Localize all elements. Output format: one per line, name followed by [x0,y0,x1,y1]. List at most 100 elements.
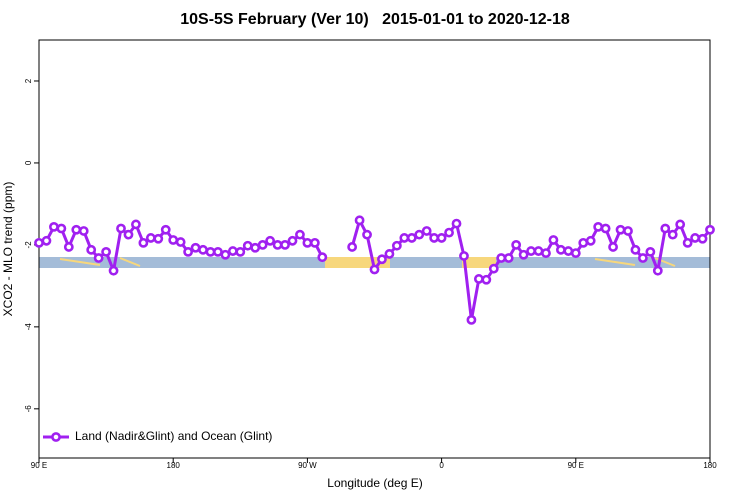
data-point [459,251,469,261]
data-point [503,253,514,263]
data-point [116,223,126,234]
data-point [421,226,432,236]
y-tick-label: -2 [24,241,33,249]
data-point [511,240,522,250]
data-point [600,223,611,234]
data-point [235,246,246,257]
data-point [645,246,656,257]
y-tick-label: 0 [24,160,33,165]
data-point [429,233,440,243]
data-point [384,249,395,259]
y-tick-label: -6 [24,405,33,413]
data-point [391,240,402,251]
data-point [287,235,298,246]
data-point [377,254,387,265]
data-point [250,242,261,253]
data-point [705,224,715,235]
data-point [265,235,276,246]
data-point [227,246,238,256]
data-point [354,215,365,226]
data-point [362,229,372,240]
data-point [518,249,529,260]
data-point [153,233,164,244]
data-point [690,233,700,243]
legend-label: Land (Nadir&Glint) and Ocean (Glint) [75,429,272,443]
data-point [56,223,67,234]
y-tick-label: -4 [24,323,33,331]
data-point [242,240,253,251]
y-tick-label: 2 [24,78,33,83]
data-point [63,242,74,252]
data-point [347,242,358,252]
data-point [108,265,119,276]
data-point [123,229,134,240]
data-point [488,263,499,274]
data-point [138,237,149,248]
data-point [466,314,477,325]
data-point [257,240,268,250]
data-point [526,246,536,256]
data-point [160,224,171,235]
data-point [295,229,305,240]
data-point [570,248,581,258]
data-point [86,244,97,255]
x-tick-label: 90 E [31,461,47,470]
data-point [667,229,678,240]
data-point [578,237,589,248]
data-point [630,244,641,255]
data-point [652,265,663,276]
x-tick-label: 90 W [298,461,317,470]
chart-title: 10S-5S February (Ver 10) 2015-01-01 to 2… [180,11,570,28]
data-point [436,233,447,243]
data-point [608,242,618,252]
data-point [496,253,507,263]
data-point [145,233,156,243]
data-point [444,227,454,238]
data-point [205,246,216,257]
data-point [414,229,425,240]
data-point [675,219,686,230]
x-tick-label: 0 [439,461,444,470]
data-point [615,224,626,235]
plot-frame [38,39,711,459]
data-point [369,264,380,275]
x-axis-label: Longitude (deg E) [327,476,422,490]
data-point [168,235,179,245]
data-point [473,274,484,284]
data-point [34,237,44,248]
data-point [302,237,313,248]
data-point [220,249,231,260]
data-point [49,221,59,232]
data-point [190,242,201,253]
data-point [481,274,492,285]
data-point [71,224,82,235]
data-point [533,246,544,256]
land-outline [59,257,676,267]
data-point [563,246,574,256]
data-point [682,237,693,248]
land-band [325,257,390,268]
data-point [280,240,290,250]
data-point [175,237,186,247]
data-point [309,237,320,248]
data-point [78,226,89,236]
data-point [213,246,223,257]
data-point [399,233,410,243]
x-tick-label: 90 E [568,461,584,470]
data-point [41,235,52,246]
data-point [660,223,671,234]
data-point [451,218,462,229]
data-point [697,233,708,244]
data-point [93,253,104,263]
data-point [638,253,648,263]
data-point [317,252,328,263]
x-tick-label: 180 [703,461,717,470]
legend-marker [51,432,61,442]
data-point [555,244,566,255]
data-point [548,235,559,245]
data-point [272,240,283,250]
data-point [101,246,111,257]
data-point [183,246,194,257]
data-point [198,244,208,255]
